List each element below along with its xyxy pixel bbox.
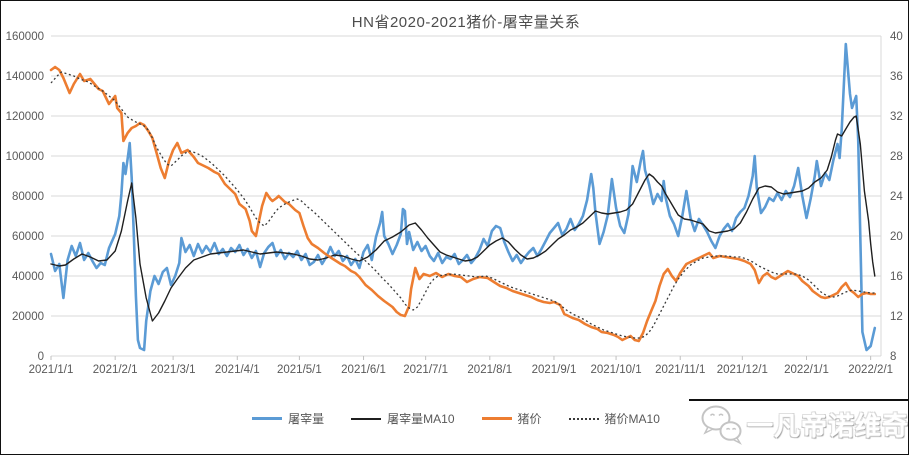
y-left-tick-label: 20000 xyxy=(12,311,44,323)
series-line-猪价MA10 xyxy=(50,71,875,339)
y-left-tick-label: 80000 xyxy=(12,191,44,203)
legend-item-猪价: 猪价 xyxy=(481,410,542,427)
series-line-屠宰量 xyxy=(49,42,877,352)
x-tick-label: 2021/7/1 xyxy=(403,364,448,376)
y-left-tick-label: 60000 xyxy=(12,231,44,243)
x-tick-label: 2022/2/1 xyxy=(848,364,893,376)
y-right-tick-label: 32 xyxy=(890,111,903,123)
watermark-text: 一凡帝诺维奇 xyxy=(747,411,909,441)
y-left-tick-label: 40000 xyxy=(12,271,44,283)
y-left-tick-label: 0 xyxy=(38,351,44,363)
legend-item-猪价MA10: 猪价MA10 xyxy=(568,410,660,427)
series-line-猪价 xyxy=(49,65,877,343)
legend-label: 猪价MA10 xyxy=(604,412,660,426)
legend-line-sample xyxy=(481,417,512,420)
legend-label: 猪价 xyxy=(517,412,542,426)
x-tick-label: 2021/5/1 xyxy=(277,364,322,376)
y-left-tick-label: 140000 xyxy=(6,71,44,83)
y-right-tick-label: 12 xyxy=(890,311,903,323)
x-tick-label: 2021/10/1 xyxy=(590,364,641,376)
legend-line-sample xyxy=(568,417,599,420)
x-tick-label: 2021/1/1 xyxy=(29,364,74,376)
x-tick-label: 2021/6/1 xyxy=(341,364,386,376)
chart-legend: 屠宰量 屠宰量MA10 猪价 猪价MA10 xyxy=(131,410,781,427)
legend-item-屠宰量: 屠宰量 xyxy=(252,410,324,427)
y-right-tick-label: 8 xyxy=(890,351,896,363)
x-tick-label: 2022/1/1 xyxy=(784,364,829,376)
series-line-屠宰量MA10 xyxy=(50,115,876,322)
x-tick-label: 2021/11/1 xyxy=(655,364,705,376)
y-right-tick-label: 40 xyxy=(890,31,903,43)
x-tick-label: 2021/12/1 xyxy=(717,364,768,376)
y-right-tick-label: 16 xyxy=(890,271,903,283)
y-left-tick-label: 160000 xyxy=(6,31,44,43)
y-right-tick-label: 28 xyxy=(890,151,903,163)
y-right-tick-label: 20 xyxy=(890,231,903,243)
y-right-tick-label: 24 xyxy=(890,191,903,203)
legend-line-sample xyxy=(252,417,283,420)
y-left-tick-label: 100000 xyxy=(6,151,44,163)
x-tick-label: 2021/9/1 xyxy=(532,364,577,376)
legend-label: 屠宰量MA10 xyxy=(387,412,455,426)
chat-bubbles-icon xyxy=(701,405,742,445)
legend-line-sample xyxy=(351,417,382,420)
x-tick-label: 2021/2/1 xyxy=(93,364,138,376)
chart-title: HN省2020-2021猪价-屠宰量关系 xyxy=(351,14,581,31)
x-tick-label: 2021/4/1 xyxy=(215,364,260,376)
legend-label: 屠宰量 xyxy=(288,412,325,426)
watermark: 一凡帝诺维奇 xyxy=(689,396,909,454)
x-tick-label: 2021/8/1 xyxy=(467,364,512,376)
y-left-tick-label: 120000 xyxy=(6,111,44,123)
y-right-tick-label: 36 xyxy=(890,71,903,83)
x-tick-label: 2021/3/1 xyxy=(151,364,196,376)
watermark-divider xyxy=(689,399,908,401)
legend-item-屠宰量MA10: 屠宰量MA10 xyxy=(351,410,455,427)
